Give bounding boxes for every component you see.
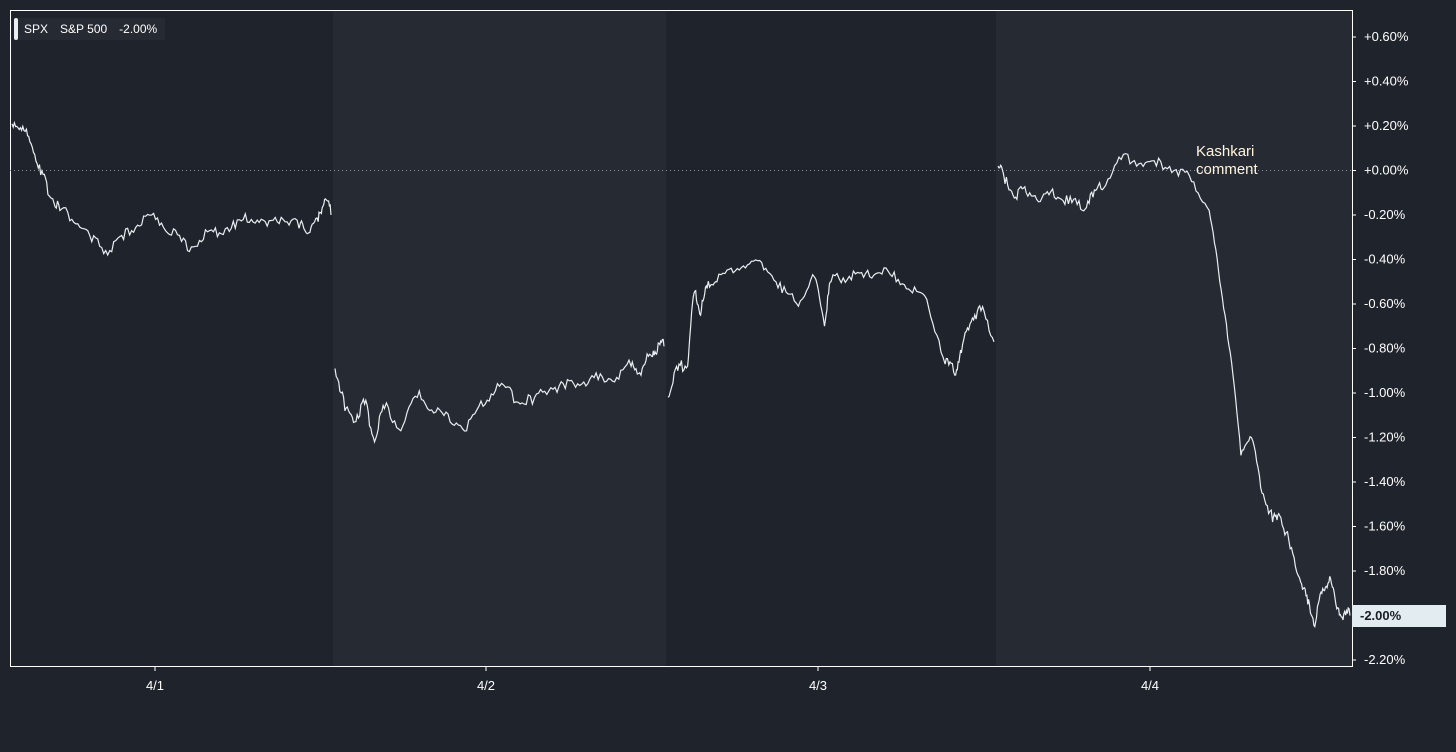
annotation-line-2: comment	[1196, 161, 1258, 178]
y-tick-label: -2.20%	[1364, 652, 1406, 667]
y-tick-label: -0.20%	[1364, 207, 1406, 222]
plot-frame	[10, 10, 1353, 667]
y-tick-label: -1.40%	[1364, 474, 1406, 489]
legend-change: -2.00%	[119, 22, 158, 36]
y-tick-label: +0.00%	[1364, 163, 1409, 178]
annotation-kashkari: Kashkari comment	[1196, 143, 1258, 179]
y-tick-label: +0.40%	[1364, 74, 1409, 89]
legend-symbol: SPX	[24, 22, 49, 36]
price-line-group	[11, 120, 1351, 628]
last-value-tag: -2.00%	[1352, 605, 1446, 627]
y-tick-label: -1.80%	[1364, 563, 1406, 578]
x-tick-label: 4/4	[1141, 678, 1159, 693]
y-tick-label: -1.60%	[1364, 519, 1406, 534]
price-line-4-1	[11, 120, 332, 257]
y-tick-label: -0.60%	[1364, 296, 1406, 311]
session-band	[666, 10, 996, 666]
y-tick-label: +0.60%	[1364, 29, 1409, 44]
legend-name: S&P 500	[60, 22, 108, 36]
x-tick-label: 4/3	[809, 678, 827, 693]
price-line-4-3	[667, 259, 995, 398]
x-tick-label: 4/1	[146, 678, 164, 693]
chart-grid	[10, 10, 1353, 667]
session-shading	[10, 10, 1352, 666]
y-tick-label: -1.00%	[1364, 385, 1406, 400]
y-tick-label: +0.20%	[1364, 118, 1409, 133]
price-line-4-2	[334, 338, 665, 444]
session-band	[333, 10, 666, 666]
session-band	[996, 10, 1352, 666]
y-axis: +0.60% +0.40% +0.20% +0.00% -0.20% -0.40% -0.6…	[1352, 29, 1409, 667]
legend[interactable]: SPX S&P 500 -2.00%	[14, 18, 166, 40]
session-band	[10, 10, 333, 666]
x-tick-label: 4/2	[477, 678, 495, 693]
y-tick-label: -0.80%	[1364, 341, 1406, 356]
x-axis: 4/1 4/2 4/3 4/4	[146, 666, 1159, 693]
y-tick-label: -1.20%	[1364, 430, 1406, 445]
price-line-4-4	[997, 153, 1351, 628]
annotation-line-1: Kashkari	[1196, 143, 1255, 160]
y-tick-label: -0.40%	[1364, 252, 1406, 267]
legend-swatch	[14, 18, 18, 40]
